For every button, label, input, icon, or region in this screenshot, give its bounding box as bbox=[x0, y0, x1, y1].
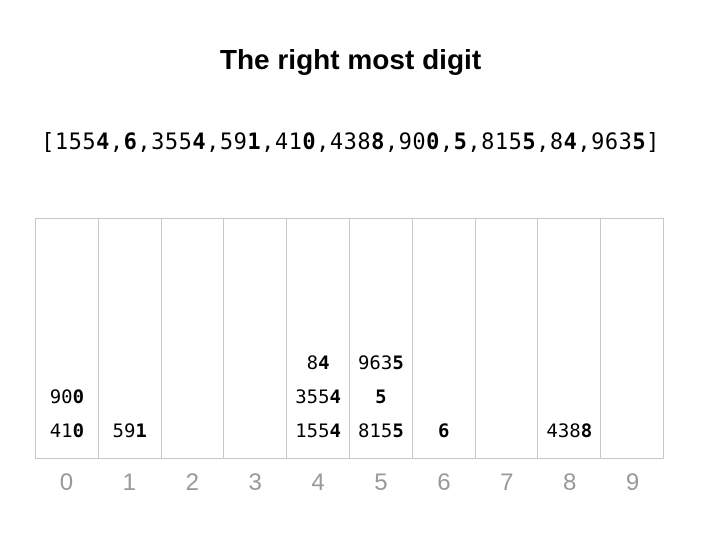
bucket-item: 5 bbox=[375, 386, 387, 408]
bucket-label: 6 bbox=[437, 469, 451, 496]
bucket-label: 2 bbox=[185, 469, 199, 496]
bucket-label: 9 bbox=[625, 469, 640, 496]
bucket-0: 410 900 bbox=[36, 219, 99, 458]
bucket-8: 4388 bbox=[538, 219, 602, 458]
array-element: 410 bbox=[274, 130, 317, 155]
array-element: 5 bbox=[453, 130, 468, 155]
bucket-label: 4 bbox=[311, 469, 325, 496]
bucket-item: 591 bbox=[112, 420, 147, 442]
bucket-item: 8155 bbox=[357, 420, 404, 442]
bucket-item: 3554 bbox=[295, 386, 341, 408]
array-element: 6 bbox=[123, 130, 138, 155]
array-element: 900 bbox=[398, 130, 440, 155]
bucket-item: 4388 bbox=[546, 420, 593, 442]
array-element: 591 bbox=[219, 130, 262, 155]
bucket-item: 900 bbox=[49, 386, 85, 408]
bucket-2 bbox=[162, 219, 225, 458]
bucket-item: 84 bbox=[306, 352, 330, 374]
array-element: 1554 bbox=[54, 130, 110, 155]
bucket-item: 410 bbox=[49, 420, 85, 442]
bucket-9 bbox=[601, 219, 663, 458]
bucket-label: 0 bbox=[59, 469, 74, 496]
bucket-label: 1 bbox=[122, 469, 137, 496]
bucket-label: 5 bbox=[374, 469, 388, 496]
array-element: 9635 bbox=[591, 130, 647, 155]
bucket-labels: 0 1 2 3 4 5 6 7 8 9 bbox=[35, 469, 664, 497]
array-element: 8155 bbox=[481, 130, 537, 155]
bucket-grid: 410 900 591 1554 3554 84 8155 5 9635 6 4388 bbox=[35, 218, 664, 459]
diagram-title: The right most digit bbox=[219, 44, 482, 75]
bucket-item: 1554 bbox=[295, 420, 341, 442]
bucket-label: 3 bbox=[248, 469, 262, 496]
bucket-3 bbox=[224, 219, 288, 458]
bucket-item: 6 bbox=[437, 420, 450, 442]
bucket-label: 8 bbox=[563, 469, 577, 496]
bucket-4: 1554 3554 84 bbox=[287, 219, 350, 458]
bucket-label: 7 bbox=[500, 469, 514, 496]
array-element: 3554 bbox=[151, 130, 207, 155]
bucket-1: 591 bbox=[99, 219, 162, 458]
bucket-5: 8155 5 9635 bbox=[350, 219, 413, 458]
array-element: 4388 bbox=[329, 130, 385, 155]
bucket-7 bbox=[476, 219, 539, 458]
input-array: [1554,6,3554,591,410,4388,900,5,8155,84,… bbox=[41, 130, 660, 155]
bucket-6: 6 bbox=[413, 219, 476, 458]
array-element: 84 bbox=[549, 130, 578, 155]
bucket-item: 9635 bbox=[357, 352, 404, 374]
